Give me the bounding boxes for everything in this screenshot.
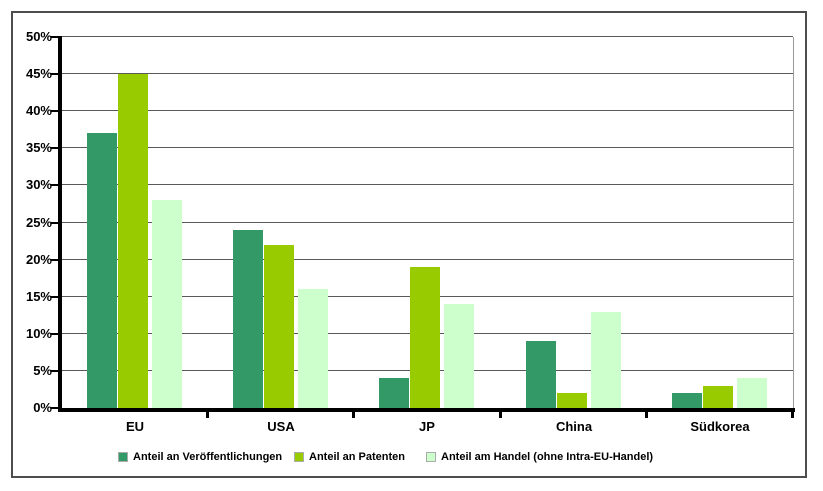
- y-axis-tick: [51, 110, 59, 113]
- category-label-JP: JP: [419, 419, 435, 434]
- y-axis-tick: [51, 258, 59, 261]
- y-axis-label: 50%: [25, 29, 52, 44]
- legend-marker: [426, 452, 436, 462]
- gridline: [62, 73, 793, 75]
- y-axis-label: 35%: [25, 140, 52, 156]
- bar-EU-series2: [118, 74, 148, 408]
- y-axis-tick: [51, 221, 59, 224]
- bar-Südkorea-series3: [737, 378, 767, 408]
- y-axis-label: 25%: [25, 214, 52, 230]
- category-label-EU: EU: [125, 419, 145, 434]
- plot-area: [62, 36, 794, 408]
- y-axis-label: 45%: [25, 66, 52, 82]
- bar-China-series3: [591, 312, 621, 408]
- bar-China-series1: [526, 341, 556, 408]
- bar-JP-series3: [444, 304, 474, 408]
- bar-EU-series3: [152, 200, 182, 408]
- bar-JP-series2: [410, 267, 440, 408]
- legend-marker: [118, 452, 128, 462]
- x-axis-tick: [645, 412, 648, 418]
- y-axis-label: 20%: [25, 251, 52, 267]
- gridline: [62, 184, 793, 186]
- legend-marker: [294, 452, 304, 462]
- bar-USA-series2: [264, 245, 294, 408]
- legend-label: Anteil am Handel (ohne Intra-EU-Handel): [441, 451, 654, 463]
- x-axis-tick: [206, 412, 209, 418]
- legend-label: Anteil an Veröffentlichungen: [133, 451, 283, 463]
- bar-EU-series1: [87, 133, 117, 408]
- y-axis-tick: [51, 332, 59, 335]
- x-axis-tick: [791, 412, 794, 418]
- gridline: [62, 147, 793, 149]
- category-label-Südkorea: Südkorea: [690, 419, 750, 434]
- y-axis-tick: [51, 184, 59, 187]
- category-label-USA: USA: [267, 419, 295, 434]
- legend-item-handel: Anteil am Handel (ohne Intra-EU-Handel): [426, 451, 653, 463]
- y-axis-label: 10%: [25, 325, 52, 341]
- bar-USA-series1: [233, 230, 263, 408]
- bar-China-series2: [557, 393, 587, 408]
- y-axis-tick: [51, 407, 59, 409]
- bar-Südkorea-series1: [672, 393, 702, 408]
- gridline: [62, 221, 793, 223]
- y-axis-tick: [51, 369, 59, 372]
- gridline: [62, 36, 793, 37]
- y-axis-label: 30%: [25, 177, 52, 193]
- y-axis-tick: [51, 295, 59, 298]
- y-axis-label: 5%: [33, 362, 52, 378]
- legend-item-patenten: Anteil an Patenten: [294, 451, 405, 463]
- y-axis-label: 40%: [25, 103, 52, 119]
- legend: Anteil an Veröffentlichungen Anteil an P…: [0, 451, 823, 469]
- x-axis-line: [58, 408, 795, 412]
- y-axis-label: 0%: [33, 400, 52, 415]
- bar-Südkorea-series2: [703, 386, 733, 408]
- y-axis-tick: [51, 36, 59, 38]
- x-axis-tick: [499, 412, 502, 418]
- y-axis-tick: [51, 147, 59, 150]
- gridline: [62, 110, 793, 112]
- category-label-China: China: [555, 419, 593, 434]
- x-axis-tick: [352, 412, 355, 418]
- gridline: [62, 258, 793, 260]
- y-axis-label: 15%: [25, 288, 52, 304]
- y-axis-tick: [51, 73, 59, 76]
- bar-USA-series3: [298, 289, 328, 408]
- legend-item-veroeffentlichungen: Anteil an Veröffentlichungen: [118, 451, 282, 463]
- bar-JP-series1: [379, 378, 409, 408]
- legend-label: Anteil an Patenten: [309, 451, 405, 463]
- y-axis-line: [58, 36, 62, 412]
